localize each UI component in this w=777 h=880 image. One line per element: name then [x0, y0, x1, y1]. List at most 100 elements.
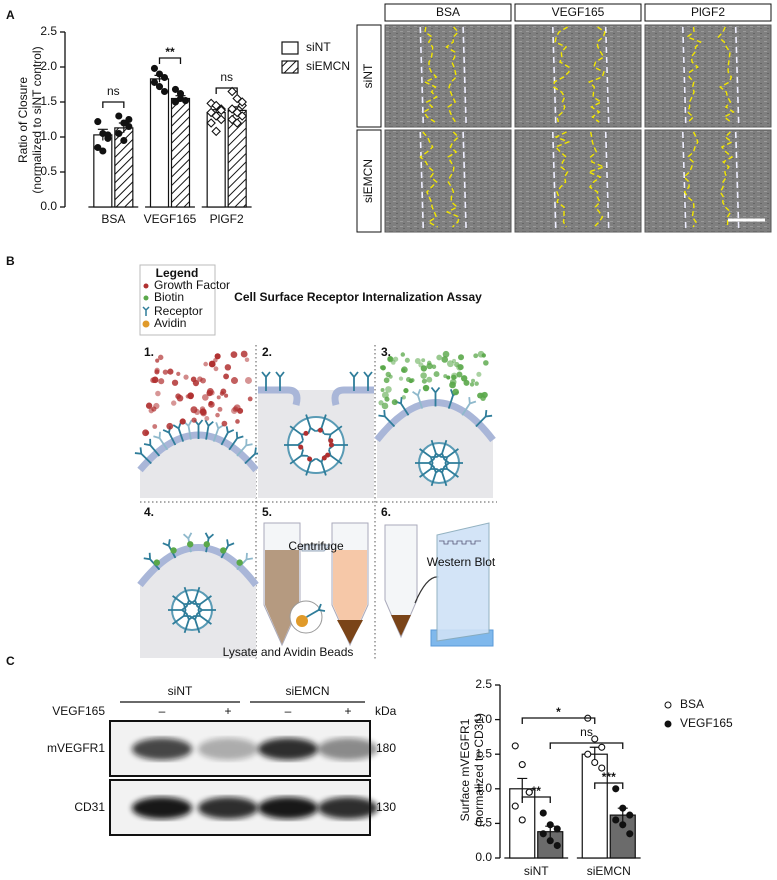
lane-label: +: [224, 704, 231, 718]
ligand: [190, 406, 198, 414]
point: [160, 73, 169, 82]
ligand: [456, 371, 463, 378]
row-label: CD31: [74, 800, 105, 814]
receptor: [220, 539, 235, 559]
ligand: [247, 396, 253, 402]
ligand: [166, 422, 174, 430]
legend-title: Legend: [156, 266, 199, 280]
legend-label: siEMCN: [306, 59, 350, 73]
ligand: [483, 360, 489, 366]
ligand: [426, 376, 433, 383]
biotin: [170, 547, 177, 554]
band: [258, 797, 318, 819]
ligand: [328, 438, 334, 444]
band: [318, 797, 378, 819]
ligand: [426, 362, 433, 370]
ligand: [449, 381, 456, 389]
ligand: [145, 402, 153, 409]
point: [598, 764, 606, 772]
significance-label: ***: [602, 770, 616, 784]
caption: Lysate and Avidin Beads: [223, 645, 354, 659]
point: [120, 119, 128, 127]
receptor: [412, 389, 424, 409]
point: [160, 87, 169, 96]
y-tick-label: 2.0: [475, 712, 492, 726]
point: [211, 100, 221, 111]
point: [206, 118, 216, 128]
step-number: 4.: [144, 505, 154, 519]
significance-bracket: [102, 101, 125, 108]
ligand: [185, 394, 190, 399]
point: [171, 85, 180, 93]
ligand: [223, 373, 230, 380]
legend-swatch: [664, 701, 672, 709]
kda-label: 180: [376, 741, 396, 755]
receptor: [236, 552, 253, 571]
arrow-label: Centrifuge: [288, 539, 344, 553]
y-tick-label: 0.5: [40, 164, 57, 178]
ligand: [401, 395, 406, 400]
ligand: [387, 355, 393, 362]
group-label: siNT: [168, 684, 193, 698]
point: [104, 134, 112, 142]
point: [150, 64, 159, 72]
bar: [170, 97, 191, 208]
ligand: [208, 401, 214, 406]
band: [132, 738, 192, 760]
biotin: [187, 541, 194, 548]
ligand: [381, 391, 389, 399]
panel-letter: C: [6, 654, 15, 668]
point: [511, 742, 519, 750]
cell-interior: [140, 435, 256, 498]
error-bar: [517, 777, 528, 800]
x-tick-label: siEMCN: [587, 864, 631, 878]
lane-label: –: [285, 704, 292, 718]
y-tick-label: 0.0: [40, 199, 57, 213]
ligand: [328, 442, 334, 448]
ligand: [183, 374, 189, 380]
band: [198, 738, 258, 760]
legend-swatch: [664, 720, 672, 728]
kda-label: 130: [376, 800, 396, 814]
arrow: [301, 544, 332, 552]
point: [553, 841, 561, 850]
ligand: [244, 357, 250, 363]
ligand: [152, 424, 158, 429]
panel-letter: B: [6, 254, 15, 268]
receptor: [363, 371, 373, 391]
wound-edge-initial: [462, 26, 467, 126]
bar: [149, 78, 170, 208]
y-tick-label: 1.5: [40, 94, 57, 108]
wound-edge-initial: [734, 26, 740, 126]
band: [258, 738, 318, 760]
legend-icon: [142, 306, 150, 316]
row-header: siEMCN: [361, 159, 375, 203]
ligand: [460, 375, 468, 382]
column-header-box: [514, 3, 642, 22]
wound-edge-final: [552, 26, 570, 123]
ligand: [433, 371, 440, 378]
receptor: [306, 603, 326, 618]
ligand: [154, 369, 160, 375]
point: [216, 105, 226, 116]
wound-edge-final: [717, 26, 735, 123]
ligand: [380, 365, 386, 371]
row-header-box: [356, 24, 382, 128]
blot-label: Western Blot: [427, 555, 496, 569]
point: [232, 93, 242, 104]
ligand: [213, 358, 218, 363]
wound-edge-initial: [419, 26, 425, 126]
micrograph: [644, 129, 772, 233]
point: [619, 821, 627, 829]
point: [120, 136, 128, 145]
y-axis-label: (normalized to CD31): [472, 713, 486, 827]
ligand: [385, 386, 392, 393]
legend-icon: [142, 320, 150, 328]
band: [318, 738, 378, 760]
step-number: 6.: [381, 505, 391, 519]
legend-entry: Avidin: [154, 316, 186, 330]
ligand: [224, 364, 232, 371]
ligand: [436, 354, 443, 361]
ligand: [457, 364, 464, 371]
